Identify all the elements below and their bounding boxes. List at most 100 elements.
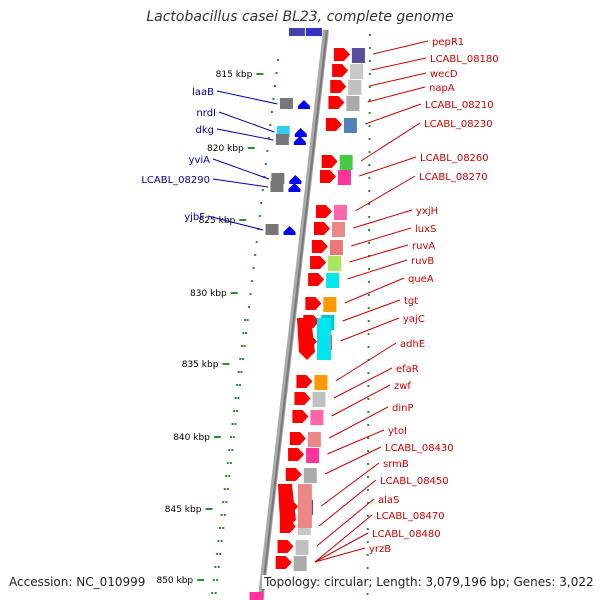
guide-dot: [235, 410, 238, 412]
guide-dot: [366, 489, 369, 491]
topology-label: Topology: circular; Length: 3,079,196 bp…: [262, 575, 594, 589]
gene-label-forward: adhE: [400, 339, 425, 350]
gene-box-top: [306, 28, 322, 36]
gene-arrow: [321, 155, 338, 168]
guide-dot: [367, 476, 370, 478]
guide-dot: [368, 151, 371, 153]
guide-dot: [216, 579, 219, 581]
leader-line: [316, 498, 375, 547]
gene-arrow-reverse: [289, 175, 302, 184]
guide-dot: [226, 488, 229, 490]
leader-line: [340, 317, 400, 342]
leader-line: [367, 86, 426, 103]
leader-line: [373, 40, 429, 55]
gene-box-reverse: [271, 173, 285, 184]
guide-dot: [368, 125, 371, 127]
guide-dot: [368, 60, 371, 62]
leader-line: [331, 384, 391, 417]
gene-arrow: [289, 432, 306, 445]
guide-dot: [367, 320, 370, 322]
guide-dot: [264, 163, 267, 165]
guide-dot: [368, 216, 371, 218]
guide-dot: [240, 371, 243, 373]
leader-line: [342, 299, 401, 322]
gene-arrow: [332, 64, 349, 77]
guide-dot: [226, 462, 229, 464]
gene-box-reverse: [279, 98, 293, 109]
gene-arrow-reverse: [297, 100, 310, 109]
gene-box: [346, 96, 360, 111]
gene-label-forward: yxjH: [416, 206, 438, 217]
map-title: Lactobacillus casei BL23, complete genom…: [146, 9, 454, 25]
guide-dot: [367, 307, 370, 309]
gene-label-forward: LCABL_08230: [424, 119, 493, 130]
leader-line: [369, 72, 427, 87]
gene-features: [249, 28, 365, 600]
guide-dot: [368, 138, 371, 140]
gene-arrow-reverse: [293, 136, 306, 145]
guide-dot: [246, 319, 249, 321]
gene-arrow-reverse: [283, 226, 296, 235]
guide-dot: [368, 190, 371, 192]
gene-label-forward: wecD: [430, 69, 458, 80]
guide-dot: [222, 501, 225, 503]
gene-label-forward: LCABL_08270: [419, 172, 488, 183]
guide-dot: [219, 553, 222, 555]
guide-dot: [219, 527, 222, 529]
gene-label-forward: efaR: [396, 364, 419, 375]
gene-label-reverse: dkg: [196, 125, 215, 136]
guide-dot: [366, 502, 369, 504]
guide-dot: [254, 254, 257, 256]
tick-label: 825 kbp: [199, 216, 236, 226]
gene-arrow: [292, 410, 309, 423]
guide-dot: [367, 385, 370, 387]
guide-dot: [367, 437, 370, 439]
leader-line: [371, 57, 427, 71]
guide-dot: [251, 280, 254, 282]
guide-dot: [244, 319, 246, 321]
guide-dot: [232, 436, 235, 438]
leader-line: [314, 514, 373, 563]
guide-dot: [236, 384, 239, 386]
guide-dot: [367, 281, 370, 283]
gene-label-forward: dinP: [392, 403, 414, 414]
guide-dot: [237, 397, 240, 399]
gene-arrow: [294, 392, 311, 405]
gene-box-top: [289, 28, 305, 36]
gene-arrow: [305, 297, 322, 310]
guide-dot: [243, 345, 246, 347]
gene-label-forward: ruvB: [411, 256, 434, 267]
guide-dot: [220, 540, 223, 542]
gene-labels: pepR1 LCABL_08180 wecD napA LCABL_08210 LCABL…: [141, 37, 499, 563]
gene-arrow: [285, 468, 302, 481]
gene-box-reverse: [275, 134, 289, 145]
guide-dot: [229, 436, 232, 438]
tick-label: 815 kbp: [216, 70, 253, 80]
guide-dot: [367, 398, 370, 400]
guide-dot: [366, 554, 369, 556]
gene-label-forward: yrzB: [369, 544, 391, 555]
tick-label: 845 kbp: [165, 505, 202, 515]
gene-arrow: [296, 375, 313, 388]
guide-dot: [272, 98, 275, 100]
gene-box-reverse: [270, 181, 284, 192]
guide-dot: [367, 411, 370, 413]
gene-label-reverse: yjbF: [184, 212, 205, 223]
guide-dot: [234, 423, 237, 425]
guide-dot: [252, 267, 255, 269]
gene-box-reverse: [276, 126, 290, 137]
guide-dot: [366, 528, 369, 530]
gene-label-reverse: nrdI: [196, 108, 216, 119]
gene-arrow: [288, 448, 305, 461]
gene-label-forward: zwf: [394, 381, 411, 392]
leader-line: [333, 367, 393, 399]
guide-dot: [275, 72, 278, 74]
gene-box: [310, 410, 324, 425]
gene-arrow: [325, 118, 342, 131]
guide-dot: [242, 358, 245, 360]
gene-box: [307, 432, 321, 447]
guide-dot: [237, 371, 240, 373]
tick-label: 835 kbp: [182, 360, 219, 370]
leader-line: [359, 156, 417, 177]
guide-dot: [240, 345, 243, 347]
